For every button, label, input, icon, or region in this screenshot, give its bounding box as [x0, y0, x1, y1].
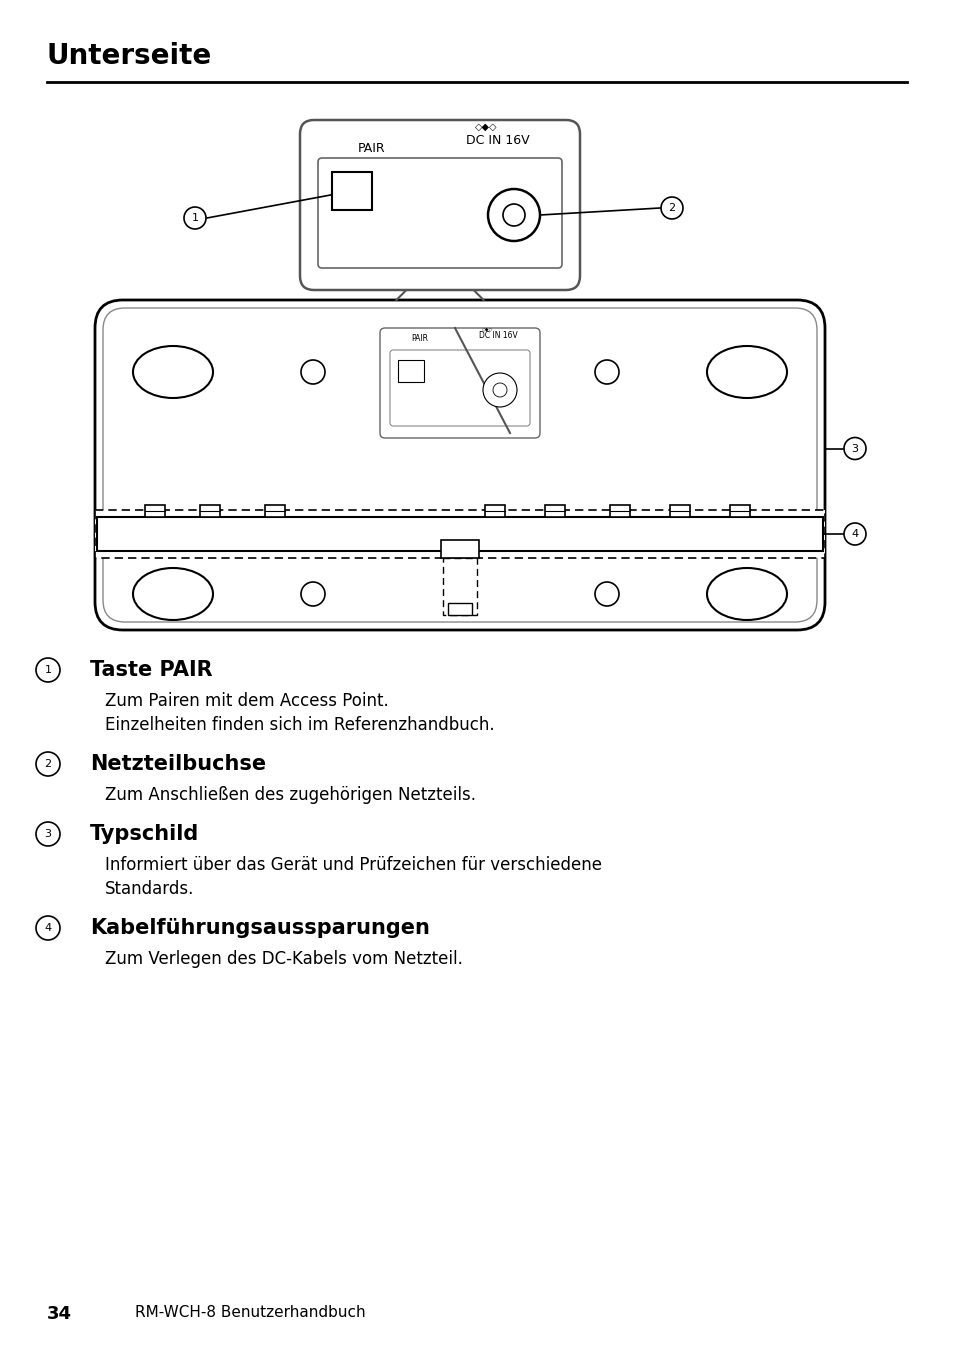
- Text: 2: 2: [668, 203, 675, 213]
- Text: 4: 4: [45, 923, 51, 933]
- Circle shape: [843, 437, 865, 460]
- Bar: [397, 360, 423, 382]
- Bar: [448, 603, 472, 615]
- Text: Unterseite: Unterseite: [47, 42, 212, 70]
- Bar: [97, 516, 822, 551]
- Text: Netzteilbuchse: Netzteilbuchse: [90, 755, 266, 773]
- Text: 1: 1: [45, 664, 51, 675]
- Text: RM-WCH-8 Benutzerhandbuch: RM-WCH-8 Benutzerhandbuch: [135, 1305, 365, 1319]
- Text: 1: 1: [192, 213, 198, 223]
- Circle shape: [482, 373, 517, 408]
- Bar: [609, 504, 629, 516]
- Bar: [544, 504, 564, 516]
- Text: 2: 2: [45, 759, 51, 769]
- FancyBboxPatch shape: [379, 328, 539, 438]
- Text: 3: 3: [45, 829, 51, 839]
- Bar: [484, 504, 504, 516]
- Circle shape: [184, 207, 206, 229]
- Text: Zum Pairen mit dem Access Point.: Zum Pairen mit dem Access Point.: [105, 691, 388, 710]
- Circle shape: [36, 658, 60, 682]
- Text: Standards.: Standards.: [105, 880, 194, 898]
- Text: Zum Verlegen des DC-Kabels vom Netzteil.: Zum Verlegen des DC-Kabels vom Netzteil.: [105, 950, 462, 968]
- Bar: [145, 504, 165, 516]
- Text: Taste PAIR: Taste PAIR: [90, 660, 213, 681]
- Circle shape: [36, 822, 60, 846]
- Text: ◇◆◇: ◇◆◇: [475, 122, 497, 132]
- Circle shape: [502, 204, 524, 226]
- Circle shape: [488, 190, 539, 241]
- Text: Kabelführungsaussparungen: Kabelführungsaussparungen: [90, 919, 430, 937]
- FancyBboxPatch shape: [299, 120, 579, 291]
- Ellipse shape: [706, 346, 786, 398]
- Circle shape: [36, 752, 60, 776]
- Text: Zum Anschließen des zugehörigen Netzteils.: Zum Anschließen des zugehörigen Netzteil…: [105, 785, 476, 804]
- Text: Informiert über das Gerät und Prüfzeichen für verschiedene: Informiert über das Gerät und Prüfzeiche…: [105, 855, 601, 874]
- Bar: [442, 558, 476, 615]
- Circle shape: [595, 582, 618, 607]
- Ellipse shape: [132, 346, 213, 398]
- FancyBboxPatch shape: [103, 308, 816, 621]
- Text: PAIR: PAIR: [411, 334, 428, 343]
- Bar: [265, 504, 285, 516]
- Circle shape: [301, 360, 325, 385]
- Circle shape: [595, 360, 618, 385]
- Bar: [669, 504, 689, 516]
- Ellipse shape: [706, 568, 786, 620]
- FancyBboxPatch shape: [95, 300, 824, 629]
- Circle shape: [843, 523, 865, 545]
- Text: Einzelheiten finden sich im Referenzhandbuch.: Einzelheiten finden sich im Referenzhand…: [105, 716, 494, 734]
- Text: DC IN 16V: DC IN 16V: [466, 134, 529, 147]
- Text: PAIR: PAIR: [357, 143, 385, 155]
- Text: 3: 3: [851, 444, 858, 453]
- Bar: [95, 510, 824, 558]
- Ellipse shape: [132, 568, 213, 620]
- Bar: [440, 539, 478, 558]
- Text: 34: 34: [47, 1305, 71, 1323]
- Text: ◇◆◇: ◇◆◇: [482, 325, 493, 331]
- FancyBboxPatch shape: [317, 157, 561, 268]
- Text: DC IN 16V: DC IN 16V: [478, 331, 517, 340]
- Text: 4: 4: [850, 529, 858, 539]
- Circle shape: [301, 582, 325, 607]
- Bar: [332, 172, 372, 210]
- Bar: [729, 504, 749, 516]
- Circle shape: [36, 916, 60, 940]
- Bar: [200, 504, 220, 516]
- Circle shape: [493, 383, 506, 397]
- FancyBboxPatch shape: [390, 350, 530, 426]
- Text: Typschild: Typschild: [90, 824, 199, 845]
- Circle shape: [660, 196, 682, 219]
